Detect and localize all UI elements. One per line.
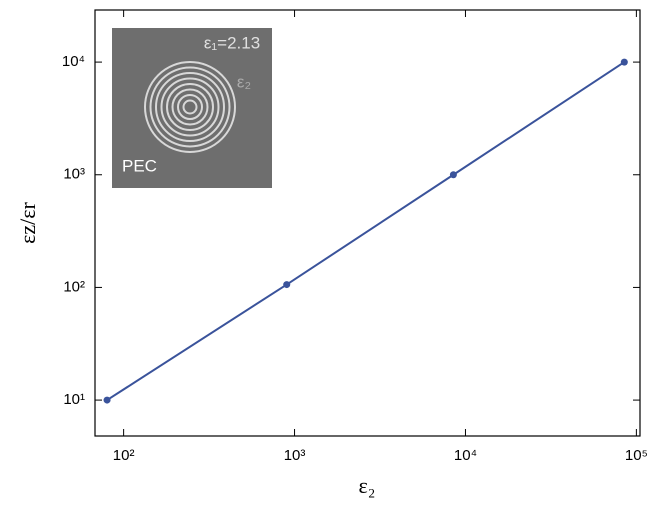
ring xyxy=(177,94,203,120)
ring xyxy=(144,61,236,153)
point xyxy=(103,396,111,404)
x-tick-label: 10³ xyxy=(284,447,306,464)
ring xyxy=(171,88,209,126)
y-tick-label: 10¹ xyxy=(63,391,85,408)
point xyxy=(620,58,628,66)
inset-background xyxy=(112,28,272,188)
point xyxy=(283,281,291,289)
annotation: ε₁=2.13 xyxy=(204,33,260,52)
x-tick-label: 10⁴ xyxy=(454,447,477,464)
ring xyxy=(182,99,198,115)
inset: ε₁=2.13 ε₂ PEC xyxy=(112,28,272,188)
ring xyxy=(160,77,220,137)
y-tick-label: 10⁴ xyxy=(62,53,85,70)
series-line xyxy=(106,61,625,401)
ring xyxy=(149,66,231,148)
x-tick-label: 10⁵ xyxy=(625,447,648,464)
annotation: ε₂ xyxy=(237,72,251,91)
annotation: PEC xyxy=(122,156,157,175)
y-tick-label: 10² xyxy=(63,278,85,295)
ring xyxy=(166,83,214,131)
y-axis-label: εz/εr xyxy=(15,201,40,243)
point xyxy=(449,171,457,179)
rings xyxy=(144,61,236,153)
x-tick-label: 10² xyxy=(113,447,135,464)
ring xyxy=(155,72,225,142)
y-tick-label: 10³ xyxy=(63,166,85,183)
plot-frame xyxy=(94,9,641,437)
x-axis-label: ε₂ xyxy=(359,473,376,498)
